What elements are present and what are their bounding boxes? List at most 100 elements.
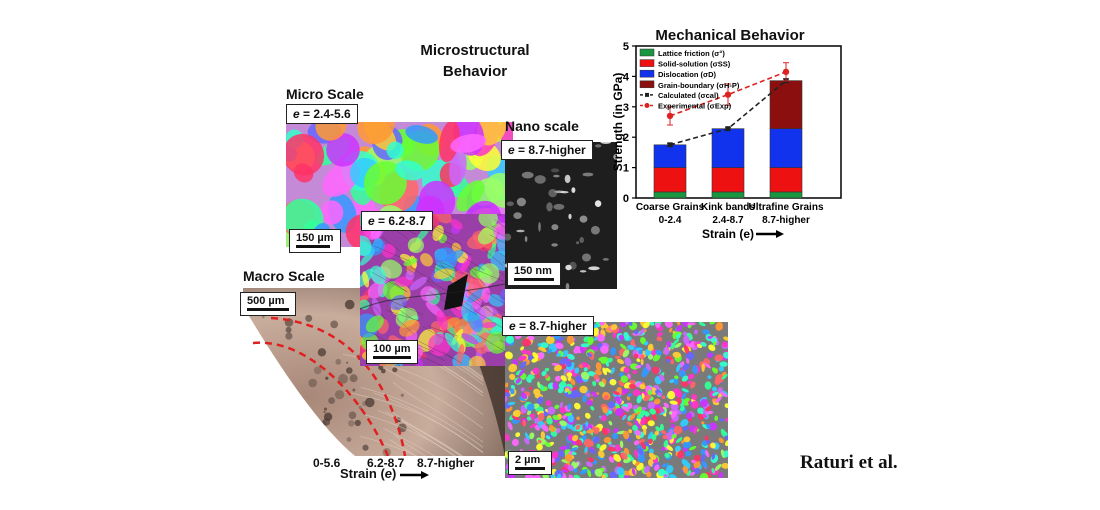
- experimental-point: [724, 91, 732, 98]
- macro-strain-tick-1: 0-5.6: [313, 456, 341, 470]
- micro-scale-ebsd-image: [286, 122, 513, 247]
- bar-segment: [769, 128, 803, 168]
- experimental-point: [782, 68, 790, 76]
- micro-strain-range: = 2.4-5.6: [299, 107, 351, 121]
- legend-marker: [645, 92, 649, 97]
- macro-scale-bar-line: [247, 308, 289, 311]
- mid-grain-field: [360, 214, 505, 366]
- nano-strain-tag: e = 8.7-higher: [501, 140, 593, 160]
- legend-swatch: [639, 80, 655, 89]
- nano-scale-bar-line: [514, 278, 554, 281]
- calculated-point: [725, 126, 731, 132]
- legend-label: Calculated (σcal): [658, 91, 719, 100]
- calculated-point: [667, 142, 673, 148]
- ultrafine-ebsd-image: [505, 322, 728, 478]
- y-axis-label: Strength (in GPa): [611, 73, 625, 172]
- category-range-label: 8.7-higher: [762, 215, 810, 226]
- legend-label: Solid-solution (σSS): [658, 60, 731, 69]
- micro-strain-tag: e = 2.4-5.6: [286, 104, 358, 124]
- bar-segment: [711, 167, 745, 193]
- ultrafine-grains: [505, 322, 728, 478]
- microstructural-title-line2: Behavior: [442, 63, 508, 80]
- macro-strain-tick-3: 8.7-higher: [417, 456, 475, 470]
- x-axis-arrow-head-icon: [776, 230, 784, 238]
- y-tick-label: 2: [623, 132, 629, 144]
- y-tick-label: 5: [623, 41, 629, 53]
- mid-scale-ebsd-image: [360, 214, 505, 366]
- mid-strain-range: = 6.2-8.7: [374, 214, 426, 228]
- microstructural-title: Microstructural Behavior: [395, 40, 555, 82]
- micro-scale-label: Micro Scale: [286, 86, 364, 102]
- micro-scale-bar-line: [296, 245, 330, 248]
- nano-strain-range: = 8.7-higher: [514, 143, 586, 157]
- category-range-label: 2.4-8.7: [712, 215, 744, 226]
- y-tick-label: 3: [623, 102, 629, 114]
- ultrafine-scale-bar: 2 µm: [508, 451, 552, 475]
- legend-swatch: [639, 69, 655, 78]
- macro-strain-axis-prefix: Strain (: [340, 466, 385, 481]
- legend-swatch: [639, 59, 655, 67]
- y-tick-label: 0: [623, 193, 629, 205]
- macro-scale-bar-text: 500 µm: [247, 295, 285, 307]
- bar-segment: [653, 144, 687, 168]
- credit-text: Raturi et al.: [800, 452, 898, 473]
- macro-scale-label: Macro Scale: [243, 268, 325, 284]
- bar-segment: [653, 167, 687, 193]
- legend-marker: [644, 103, 650, 108]
- macro-strain-arrow-icon: [400, 470, 429, 479]
- category-label: Kink bands: [701, 202, 755, 213]
- mid-grains: [360, 214, 505, 366]
- legend-label: Dislocation (σD): [658, 70, 717, 79]
- micro-scale-bar: 150 µm: [289, 229, 341, 253]
- experimental-point: [666, 112, 674, 120]
- mid-scale-bar-text: 100 µm: [373, 343, 411, 355]
- mechanical-chart: 0 1 2 3 4 5 Strength (in GPa) Lattice friction …: [611, 41, 842, 241]
- bar-segment: [711, 128, 745, 168]
- bar-segment: [711, 191, 745, 199]
- category-range-label: 0-2.4: [659, 215, 682, 226]
- macro-strain-axis-suffix: ): [392, 466, 397, 481]
- nano-strain-symbol: e: [508, 143, 515, 157]
- legend-label: Experimental (σExp): [658, 102, 732, 111]
- ultrafine-strain-tag: e = 8.7-higher: [502, 316, 594, 336]
- x-axis-label: Strain (e): [702, 227, 754, 241]
- micro-grain-field: [286, 122, 513, 247]
- nano-bright-spots: [505, 142, 617, 289]
- micro-scale-bar-text: 150 µm: [296, 232, 334, 244]
- micro-strain-symbol: e: [293, 107, 300, 121]
- ultrafine-grain-field: [505, 322, 728, 478]
- ultrafine-scale-bar-text: 2 µm: [515, 454, 541, 466]
- ultrafine-strain-range: = 8.7-higher: [515, 319, 587, 333]
- ultrafine-scale-bar-line: [515, 467, 545, 470]
- microstructural-title-line1: Microstructural: [420, 42, 530, 59]
- mechanical-title: Mechanical Behavior: [655, 27, 805, 44]
- macro-strain-axis-var: e: [384, 466, 393, 481]
- category-label: Coarse Grains: [636, 202, 705, 213]
- legend-label: Lattice friction (σ°): [658, 49, 725, 58]
- bar-segment: [653, 191, 687, 199]
- mid-strain-symbol: e: [368, 214, 375, 228]
- ultrafine-strain-symbol: e: [509, 319, 516, 333]
- macro-strain-tick-2: 6.2-8.7: [367, 456, 405, 470]
- nano-scale-label: Nano scale: [505, 118, 579, 134]
- bar-segment: [769, 191, 803, 199]
- nano-scale-bar-text: 150 nm: [514, 265, 552, 277]
- macro-scale-bar: 500 µm: [240, 292, 296, 316]
- nano-features: [505, 142, 617, 289]
- mid-scale-bar: 100 µm: [366, 340, 418, 364]
- experimental-line: [669, 71, 787, 117]
- legend-label: Grain-boundary (σH-P): [658, 81, 740, 90]
- bar-segment: [769, 80, 803, 129]
- macro-boundary-outer: [270, 316, 407, 457]
- mid-strain-tag: e = 6.2-8.7: [361, 211, 433, 231]
- bar-segment: [769, 167, 803, 193]
- micro-grains: [286, 122, 513, 247]
- macro-boundary-inner: [252, 341, 390, 457]
- category-label: Ultrafine Grains: [748, 202, 823, 213]
- y-tick-label: 1: [623, 163, 629, 175]
- legend-swatch: [639, 48, 655, 57]
- y-tick-label: 4: [623, 71, 630, 83]
- macro-strain-axis: Strain (e): [340, 466, 430, 481]
- mid-scale-bar-line: [373, 356, 411, 359]
- nano-scale-bar: 150 nm: [507, 262, 561, 286]
